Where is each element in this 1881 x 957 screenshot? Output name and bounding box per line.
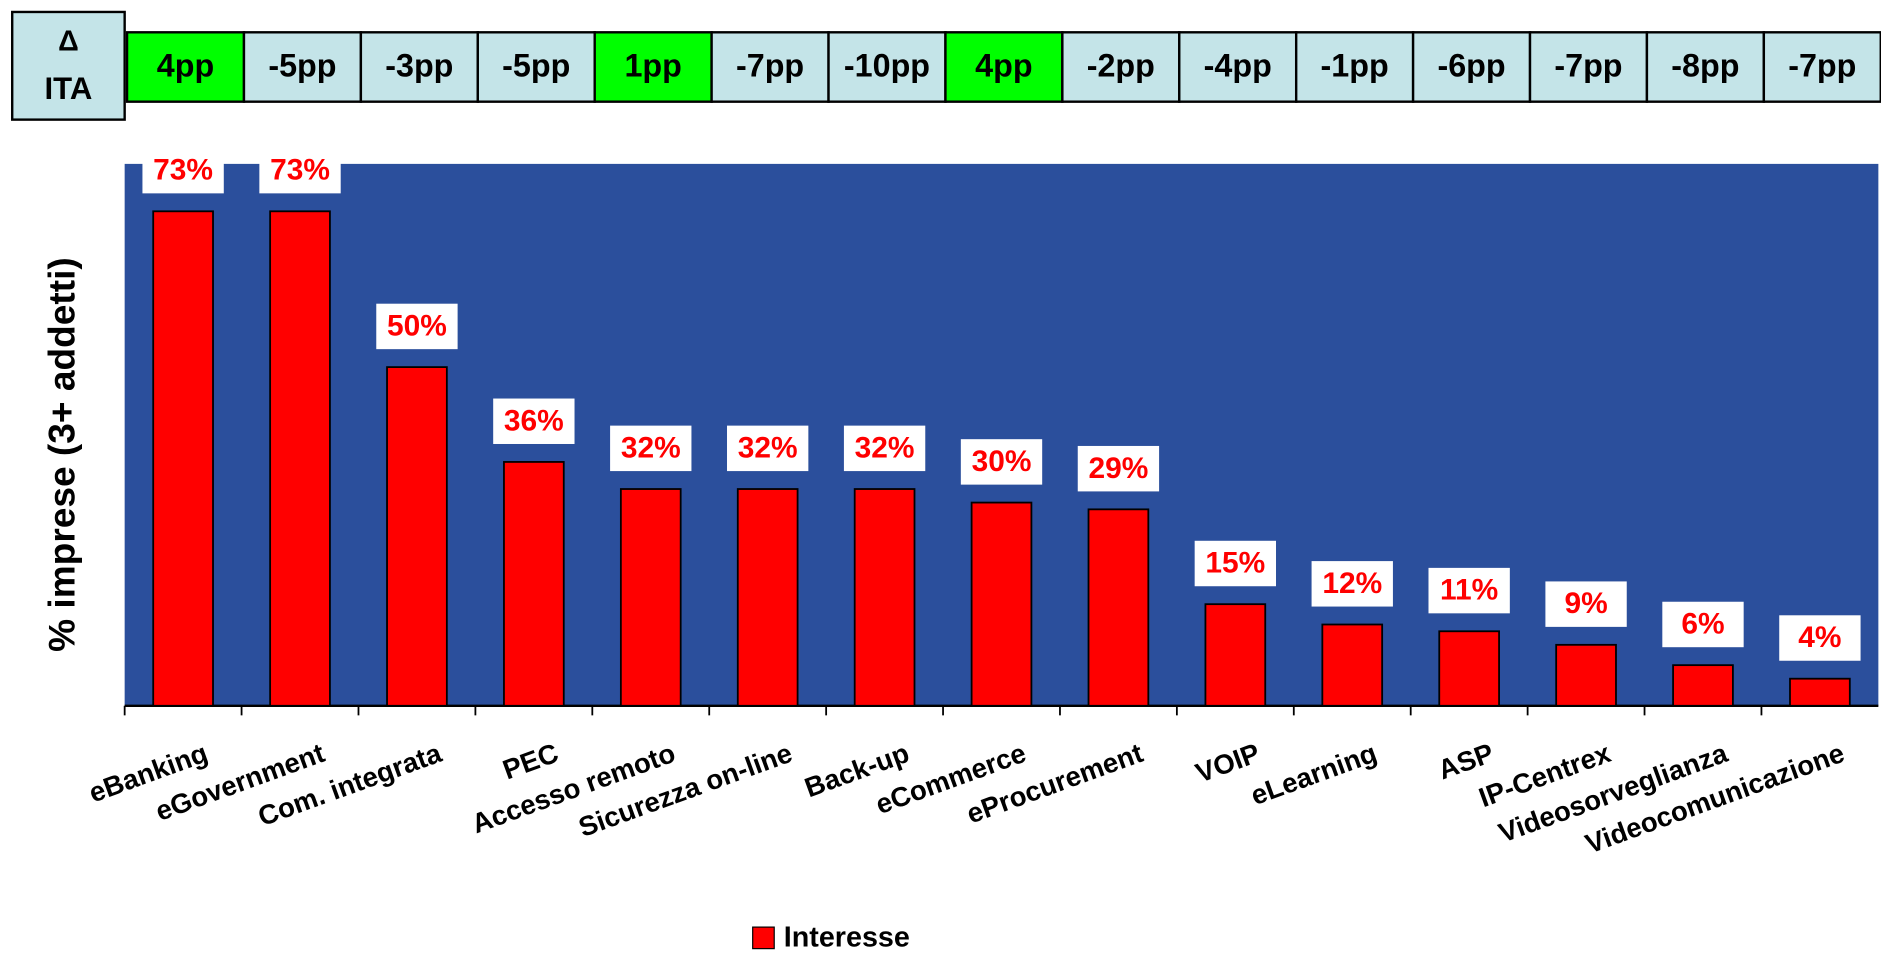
delta-header-box xyxy=(11,10,126,121)
bar xyxy=(1672,664,1734,707)
delta-value: -1pp xyxy=(1321,48,1389,84)
delta-value: 1pp xyxy=(624,48,681,84)
value-label-box xyxy=(376,303,458,350)
value-label-box xyxy=(1779,615,1861,661)
bar xyxy=(1555,643,1617,707)
value-label-box xyxy=(259,147,341,194)
value-label: 6% xyxy=(1681,608,1724,641)
value-label-box xyxy=(1545,581,1627,627)
delta-cell xyxy=(242,31,363,103)
bar xyxy=(152,210,214,707)
value-label-box xyxy=(610,425,692,472)
bar xyxy=(269,210,331,707)
value-label: 11% xyxy=(1440,574,1498,607)
value-label: 36% xyxy=(504,404,564,437)
value-label: 50% xyxy=(387,310,447,343)
bar xyxy=(619,488,682,707)
delta-symbol: Δ xyxy=(58,26,79,58)
bar xyxy=(1204,603,1267,707)
value-label-box xyxy=(493,398,575,444)
delta-cell xyxy=(1061,31,1181,103)
delta-label: ITA xyxy=(45,71,93,106)
delta-cell xyxy=(827,31,947,103)
value-label: 12% xyxy=(1322,567,1382,600)
bar xyxy=(970,501,1033,707)
delta-cell xyxy=(1294,31,1415,103)
bar xyxy=(386,366,448,707)
delta-cell xyxy=(125,31,246,103)
delta-value: -7pp xyxy=(1554,48,1622,84)
value-label-box xyxy=(1428,567,1510,614)
value-label: 32% xyxy=(738,431,798,464)
delta-value: 4pp xyxy=(157,48,214,84)
value-label: 4% xyxy=(1798,621,1841,654)
delta-cell xyxy=(710,31,830,103)
value-label-box xyxy=(1077,445,1160,492)
value-label-box xyxy=(960,439,1043,485)
delta-value: -7pp xyxy=(1788,48,1856,84)
value-label: 73% xyxy=(270,154,330,187)
delta-value: -8pp xyxy=(1671,48,1739,84)
bar xyxy=(1789,677,1851,707)
bar xyxy=(736,488,799,707)
delta-value: -3pp xyxy=(385,48,453,84)
legend-swatch xyxy=(752,926,775,950)
value-label: 32% xyxy=(855,431,915,464)
delta-value: -2pp xyxy=(1087,48,1155,84)
value-label: 9% xyxy=(1564,587,1607,620)
value-label-box xyxy=(1311,561,1393,607)
value-label: 73% xyxy=(153,154,213,187)
value-label-box xyxy=(1194,540,1277,587)
delta-value: -6pp xyxy=(1437,48,1505,84)
value-label: 15% xyxy=(1205,547,1265,580)
value-label: 32% xyxy=(621,431,681,464)
value-label-box xyxy=(727,425,809,472)
delta-cell xyxy=(476,31,596,103)
value-label-box xyxy=(1662,601,1744,648)
delta-value: -7pp xyxy=(736,48,804,84)
bar xyxy=(1438,630,1500,707)
value-label: 29% xyxy=(1089,452,1149,485)
value-label-box xyxy=(843,425,926,472)
bar xyxy=(503,461,565,707)
value-label-box xyxy=(142,147,224,194)
delta-value: 4pp xyxy=(975,48,1032,84)
bar xyxy=(853,488,916,707)
delta-cell xyxy=(593,31,713,103)
bar xyxy=(1087,508,1150,707)
y-axis-label: % imprese (3+ addetti) xyxy=(41,257,83,652)
legend-label: Interesse xyxy=(784,922,910,954)
delta-cell xyxy=(1762,31,1881,103)
x-tick-label: eLearning xyxy=(1247,737,1381,811)
value-label: 30% xyxy=(972,445,1032,478)
delta-value: -4pp xyxy=(1204,48,1272,84)
delta-value: -5pp xyxy=(502,48,570,84)
delta-cell xyxy=(944,31,1064,103)
delta-cell xyxy=(1411,31,1532,103)
delta-cell xyxy=(1528,31,1649,103)
delta-value: -10pp xyxy=(844,48,930,84)
bar xyxy=(1321,623,1384,707)
delta-value: -5pp xyxy=(268,48,336,84)
